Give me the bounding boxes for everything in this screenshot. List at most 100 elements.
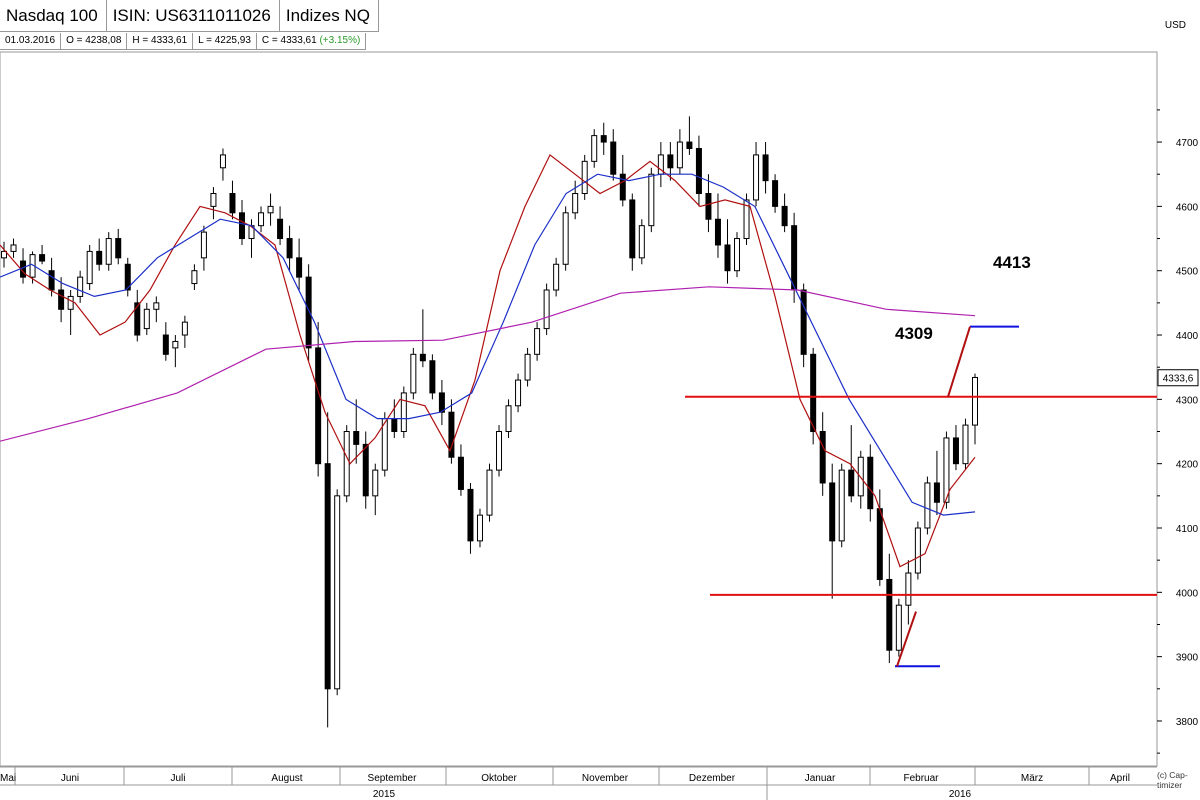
candle-body <box>143 308 150 330</box>
quote-date: 01.03.2016 <box>0 33 62 50</box>
candle-body <box>419 353 426 362</box>
candle-body <box>391 418 398 433</box>
copyright-line-2: timizer <box>1157 780 1183 790</box>
candle-body <box>105 238 112 265</box>
candle-body <box>448 411 455 458</box>
candle-body <box>905 572 912 606</box>
projection-line-upper <box>947 326 971 398</box>
candlesticks <box>1 116 978 728</box>
candle-body <box>648 173 655 227</box>
x-tick-label: März <box>1021 773 1043 784</box>
candle-body <box>86 250 93 285</box>
candle-body <box>762 154 769 182</box>
plot-area <box>0 51 1158 767</box>
x-tick-label: Mai <box>0 773 16 784</box>
moving-average-line <box>0 153 976 568</box>
candle-body <box>238 212 245 240</box>
last-price-box <box>1157 369 1199 387</box>
annotation-label: 4413 <box>993 253 1031 272</box>
candle-body <box>705 193 712 220</box>
candle-body <box>619 173 626 201</box>
candle-body <box>181 321 188 336</box>
candle-body <box>962 424 969 465</box>
x-year-label: 2015 <box>373 789 396 800</box>
candle-body <box>410 353 417 394</box>
candle-body <box>1 250 7 259</box>
candle-body <box>857 456 864 497</box>
candle-body <box>153 302 160 310</box>
candle-body <box>353 431 360 445</box>
candle-body <box>258 212 265 227</box>
candle-body <box>791 225 798 291</box>
candle-body <box>753 154 760 201</box>
copyright-line-1: (c) Cap- <box>1157 770 1188 780</box>
candle-body <box>372 469 379 497</box>
last-price-label: 4333,6 <box>1163 374 1194 385</box>
candle-body <box>210 193 217 207</box>
candle-body <box>305 276 312 349</box>
x-axis: Mai Juni Juli August September Oktober Novembe… <box>0 766 1157 800</box>
candle-body <box>676 141 683 169</box>
candle-body <box>543 289 550 330</box>
x-tick-label: Juni <box>61 773 79 784</box>
y-tick-label: 4700 <box>1176 138 1199 149</box>
candle-body <box>172 340 179 349</box>
annotation-label: 4309 <box>895 324 933 343</box>
candle-body <box>848 469 855 497</box>
candle-body <box>10 244 17 252</box>
candle-body <box>324 463 331 690</box>
candle-body <box>686 141 693 149</box>
candle-body <box>467 488 474 542</box>
candle-body <box>200 231 207 259</box>
candle-body <box>695 147 702 195</box>
candle-body <box>572 193 579 214</box>
y-tick-label: 4000 <box>1176 588 1199 599</box>
candle-body <box>162 334 169 355</box>
candle-body <box>772 180 779 207</box>
moving-average-line <box>0 173 976 516</box>
candle-body <box>77 276 84 297</box>
y-tick-label: 4500 <box>1176 267 1199 278</box>
isin-label: ISIN: US6311011026 <box>106 0 280 32</box>
candle-body <box>67 295 74 310</box>
x-tick-label: April <box>1110 773 1130 784</box>
candle-body <box>886 578 893 651</box>
candle-body <box>781 205 788 227</box>
candle-body <box>476 514 483 542</box>
candle-body <box>829 482 836 542</box>
candle-body <box>895 604 902 651</box>
x-year-label: 2016 <box>949 789 972 800</box>
candle-body <box>610 141 617 175</box>
x-tick-label: Juli <box>170 773 185 784</box>
exchange-label: Indizes NQ <box>279 0 379 32</box>
candle-body <box>438 392 445 413</box>
candle-body <box>534 328 541 355</box>
candle-body <box>486 469 493 516</box>
quote-bar: 01.03.2016 O = 4238,08 H = 4333,61 L = 4… <box>0 33 367 50</box>
candle-body <box>39 254 46 262</box>
candle-body <box>553 263 560 291</box>
candle-body <box>58 289 65 310</box>
candle-body <box>562 212 569 265</box>
moving-average-line <box>0 286 976 442</box>
candle-body <box>115 238 122 259</box>
candle-body <box>600 135 607 143</box>
candle-body <box>286 238 293 259</box>
candle-body <box>496 431 503 471</box>
candle-body <box>48 270 55 291</box>
candle-body <box>591 135 598 162</box>
candle-body <box>524 353 531 381</box>
candle-body <box>315 347 322 465</box>
candle-body <box>124 263 131 291</box>
x-tick-label: August <box>271 773 302 784</box>
candle-body <box>714 218 721 246</box>
projection-line-lower <box>896 611 917 667</box>
candle-body <box>867 456 874 510</box>
y-tick-label: 4600 <box>1176 202 1199 213</box>
candle-body <box>876 508 883 580</box>
candle-body <box>334 495 341 690</box>
quote-low: L = 4225,93 <box>193 33 257 50</box>
candle-body <box>191 270 198 285</box>
candle-body <box>229 193 236 214</box>
